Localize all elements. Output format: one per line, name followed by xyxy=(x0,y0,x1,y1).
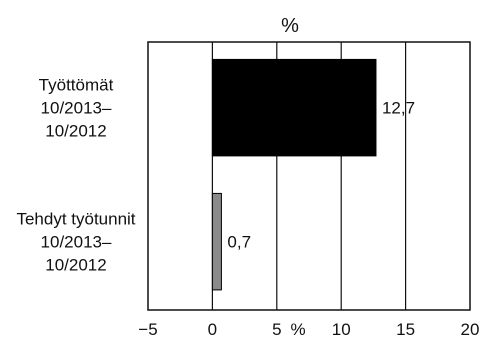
data-label: 0,7 xyxy=(227,233,251,252)
plot-frame xyxy=(147,41,471,311)
category-label: Tehdyt työtunnit xyxy=(16,210,135,229)
data-label: 12,7 xyxy=(382,99,415,118)
bar xyxy=(211,192,222,291)
category-label: 10/2012 xyxy=(45,256,106,275)
x-tick-label: 5 xyxy=(272,320,281,339)
x-tick-label: 15 xyxy=(396,320,415,339)
x-tick-label: 20 xyxy=(461,320,480,339)
x-tick-label: 0 xyxy=(208,320,217,339)
category-label: Työttömät xyxy=(39,76,114,95)
data-labels: 12,7 0,7 xyxy=(227,99,415,252)
category-label: 10/2013– xyxy=(41,99,112,118)
x-tick-label: 10 xyxy=(332,320,351,339)
x-axis-label: % xyxy=(290,320,305,339)
category-label: 10/2012 xyxy=(45,122,106,141)
category-label: 10/2013– xyxy=(41,233,112,252)
x-tick-label: −5 xyxy=(138,320,157,339)
x-tick-labels: −5 0 5 10 15 20 xyxy=(138,320,479,339)
chart-title: % xyxy=(281,15,299,37)
category-labels: Työttömät 10/2013– 10/2012 Tehdyt työtunnit… xyxy=(16,76,135,275)
bars xyxy=(211,58,377,291)
bar xyxy=(211,58,377,157)
